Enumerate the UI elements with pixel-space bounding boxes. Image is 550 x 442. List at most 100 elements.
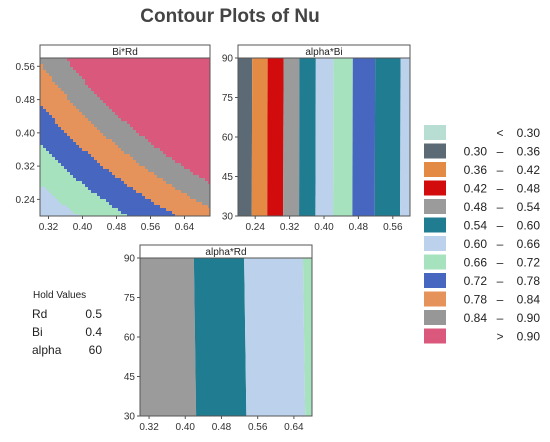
contour-cell (121, 148, 125, 152)
contour-cell (130, 142, 134, 146)
contour-cell (100, 127, 104, 131)
contour-cell (124, 112, 128, 116)
contour-cell (181, 148, 185, 152)
contour-cell (40, 91, 44, 95)
contour-cell (55, 97, 59, 101)
contour-cell (133, 184, 137, 188)
contour-cell (136, 187, 140, 191)
contour-cell (172, 121, 176, 125)
contour-cell (187, 67, 191, 71)
x-tick-label: 0.32 (139, 422, 159, 433)
contour-cell (49, 193, 53, 197)
contour-cell (100, 148, 104, 152)
contour-cell (193, 175, 197, 179)
contour-cell (43, 211, 47, 215)
contour-cell (103, 67, 107, 71)
contour-cell (130, 58, 134, 62)
contour-cell (202, 166, 206, 170)
contour-cell (121, 172, 125, 176)
contour-cell (139, 148, 143, 152)
contour-cell (160, 91, 164, 95)
contour-cell (61, 214, 65, 216)
contour-cell (199, 145, 203, 149)
contour-cell (79, 163, 83, 167)
contour-cell (58, 184, 62, 188)
contour-cell (40, 88, 44, 92)
contour-cell (160, 97, 164, 101)
contour-cell (166, 100, 170, 104)
contour-cell (85, 193, 89, 197)
contour-cell (64, 76, 68, 80)
contour-cell (163, 124, 167, 128)
contour-cell (139, 100, 143, 104)
contour-cell (73, 61, 77, 65)
contour-cell (118, 88, 122, 92)
contour-cell (208, 193, 210, 197)
contour-cell (121, 142, 125, 146)
contour-cell (148, 145, 152, 149)
contour-cell (184, 127, 188, 131)
contour-cell (160, 61, 164, 65)
contour-cell (70, 145, 74, 149)
contour-cell (103, 109, 107, 113)
contour-cell (91, 91, 95, 95)
contour-cell (175, 127, 179, 131)
contour-cell (82, 118, 86, 122)
contour-cell (40, 163, 44, 167)
contour-cell (163, 175, 167, 179)
contour-cell (196, 205, 200, 209)
legend-high-value: 0.42 (517, 163, 541, 177)
contour-cell (142, 172, 146, 176)
contour-cell (118, 196, 122, 200)
contour-cell (196, 103, 200, 107)
contour-cell (94, 79, 98, 83)
contour-cell (121, 193, 125, 197)
contour-cell (157, 211, 161, 215)
contour-cell (202, 109, 206, 113)
contour-cell (40, 175, 44, 179)
contour-cell (64, 88, 68, 92)
contour-cell (133, 88, 137, 92)
contour-cell (199, 202, 203, 206)
x-tick-label: 0.40 (73, 222, 93, 233)
contour-cell (160, 151, 164, 155)
contour-cell (148, 109, 152, 113)
contour-cell (169, 118, 173, 122)
contour-cell (145, 133, 149, 137)
contour-cell (55, 178, 59, 182)
contour-cell (112, 79, 116, 83)
contour-cell (175, 211, 179, 215)
contour-cell (160, 109, 164, 113)
contour-cell (133, 112, 137, 116)
contour-cell (133, 148, 137, 152)
contour-cell (160, 79, 164, 83)
contour-cell (187, 181, 191, 185)
contour-cell (187, 214, 191, 216)
contour-cell (88, 196, 92, 200)
contour-cell (106, 64, 110, 68)
contour-cell (46, 58, 50, 62)
contour-cell (43, 127, 47, 131)
contour-cell (190, 94, 194, 98)
contour-cell (169, 139, 173, 143)
contour-cell (187, 73, 191, 77)
contour-cell (142, 82, 146, 86)
contour-cell (43, 139, 47, 143)
contour-cell (76, 154, 80, 158)
contour-cell (133, 136, 137, 140)
contour-cell (178, 70, 182, 74)
contour-cell (85, 130, 89, 134)
contour-cell (178, 157, 182, 161)
contour-cell (133, 118, 137, 122)
contour-cell (181, 175, 185, 179)
contour-cell (148, 163, 152, 167)
contour-cell (130, 97, 134, 101)
contour-cell (178, 151, 182, 155)
contour-cell (139, 190, 143, 194)
contour-cell (76, 214, 80, 216)
contour-cell (139, 121, 143, 125)
contour-cell (181, 79, 185, 83)
contour-cell (208, 127, 210, 131)
contour-cell (70, 70, 74, 74)
contour-cell (100, 133, 104, 137)
